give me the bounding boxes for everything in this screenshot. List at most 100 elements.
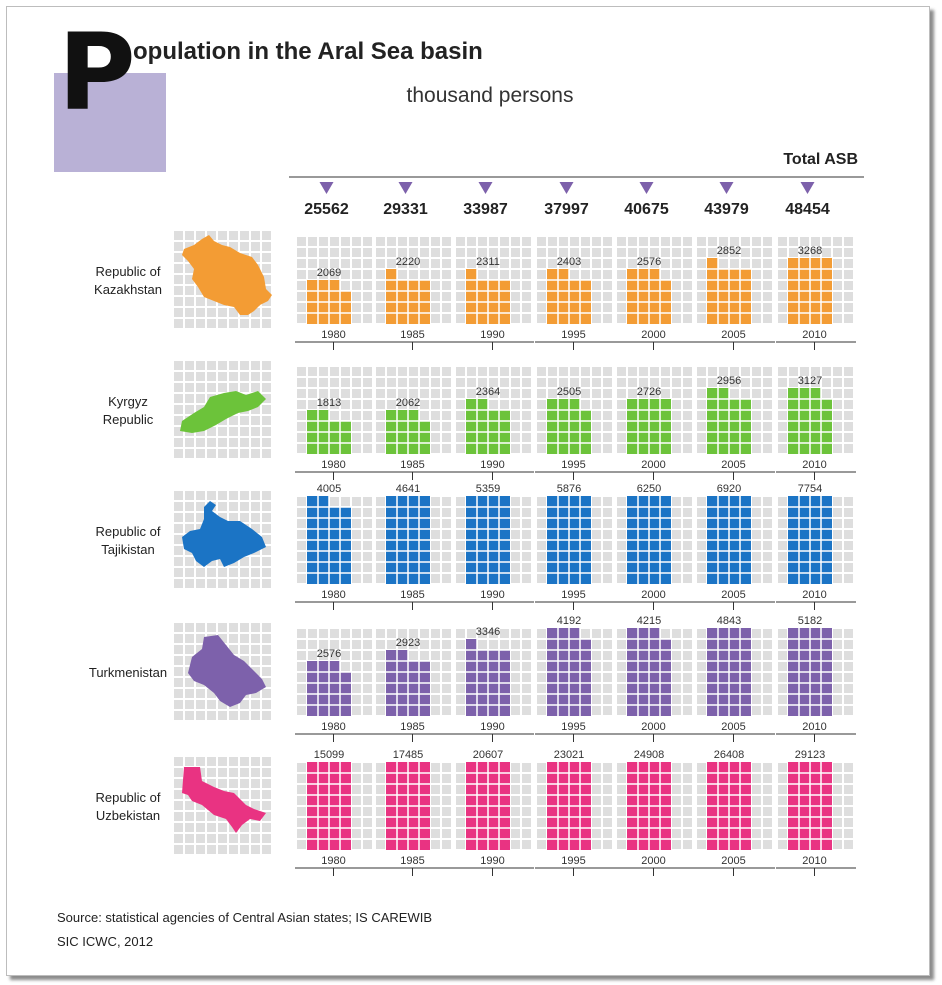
bar-cell [419,302,430,313]
bar-group-3-2005 [695,628,775,742]
bar-cell [821,518,832,529]
grid-cell [537,248,546,257]
grid-cell [752,314,761,323]
grid-cell [442,314,451,323]
grid-cell [844,651,853,660]
grid-cell [672,552,681,561]
grid-cell [617,303,626,312]
bar-cell [638,661,649,672]
grid-cell [467,248,476,257]
grid-cell [522,763,531,772]
map-grid-cell [207,361,216,370]
value-label-3-1995: 4192 [557,615,581,627]
bar-cell [318,839,329,850]
grid-cell [297,552,306,561]
bar-cell [307,817,318,828]
grid-cell [559,248,568,257]
grid-cell [752,248,761,257]
grid-cell [752,422,761,431]
grid-cell [683,807,692,816]
grid-cell [719,367,728,376]
grid-cell [672,433,681,442]
bar-cell [799,421,810,432]
grid-cell [511,400,520,409]
grid-cell [617,840,626,849]
grid-cell [352,497,361,506]
bar-cell [397,694,408,705]
bar-cell [547,628,558,639]
grid-cell [603,367,612,376]
grid-cell [363,629,372,638]
country-map-4 [174,757,271,854]
bar-cell [419,421,430,432]
bar-cell [740,661,751,672]
grid-cell [456,785,465,794]
bar-cell [499,806,510,817]
grid-cell [297,411,306,420]
grid-cell [511,422,520,431]
map-grid-cell [251,319,260,328]
bar-cell [558,806,569,817]
bar-cell [718,540,729,551]
grid-cell [603,314,612,323]
grid-cell [581,389,590,398]
total-value-1995: 37997 [544,201,589,218]
bar-cell [340,302,351,313]
grid-cell [672,519,681,528]
bar-cell [707,529,718,540]
grid-cell [511,774,520,783]
bar-cell [627,496,638,507]
bar-cell [397,795,408,806]
grid-cell [442,433,451,442]
grid-cell [778,497,787,506]
grid-cell [617,422,626,431]
grid-cell [467,629,476,638]
grid-cell [442,292,451,301]
grid-cell [617,574,626,583]
bar-cell [307,773,318,784]
bar-cell [718,661,729,672]
grid-cell [811,248,820,257]
map-grid-cell [174,623,183,632]
map-grid-cell [207,491,216,500]
bar-cell [638,705,649,716]
grid-cell [603,651,612,660]
bar-cell [397,432,408,443]
bar-cell [558,683,569,694]
grid-cell [387,259,396,268]
grid-cell [330,389,339,398]
grid-cell [778,695,787,704]
bar-cell [329,573,340,584]
grid-cell [478,270,487,279]
grid-cell [581,629,590,638]
grid-cell [456,695,465,704]
bar-cell [307,507,318,518]
map-grid-cell [240,231,249,240]
grid-cell [352,574,361,583]
bar-cell [419,291,430,302]
year-label-2-1985: 1985 [400,589,424,601]
bar-cell [386,432,397,443]
grid-cell [617,444,626,453]
grid-cell [537,281,546,290]
bar-cell [580,410,591,421]
grid-cell [376,574,385,583]
grid-cell [617,281,626,290]
bar-cell [649,551,660,562]
page-title: opulation in the Aral Sea basin [133,38,483,65]
bar-cell [799,507,810,518]
grid-cell [708,378,717,387]
bar-cell [821,421,832,432]
value-label-0-1995: 2403 [557,256,581,268]
grid-cell [431,508,440,517]
bar-group-0-2010 [776,237,856,350]
bar-cell [488,291,499,302]
bar-cell [821,529,832,540]
bar-cell [340,839,351,850]
map-grid-cell [185,372,194,381]
bar-cell [397,529,408,540]
grid-cell [697,662,706,671]
grid-cell [352,818,361,827]
grid-cell [537,829,546,838]
grid-cell [442,840,451,849]
